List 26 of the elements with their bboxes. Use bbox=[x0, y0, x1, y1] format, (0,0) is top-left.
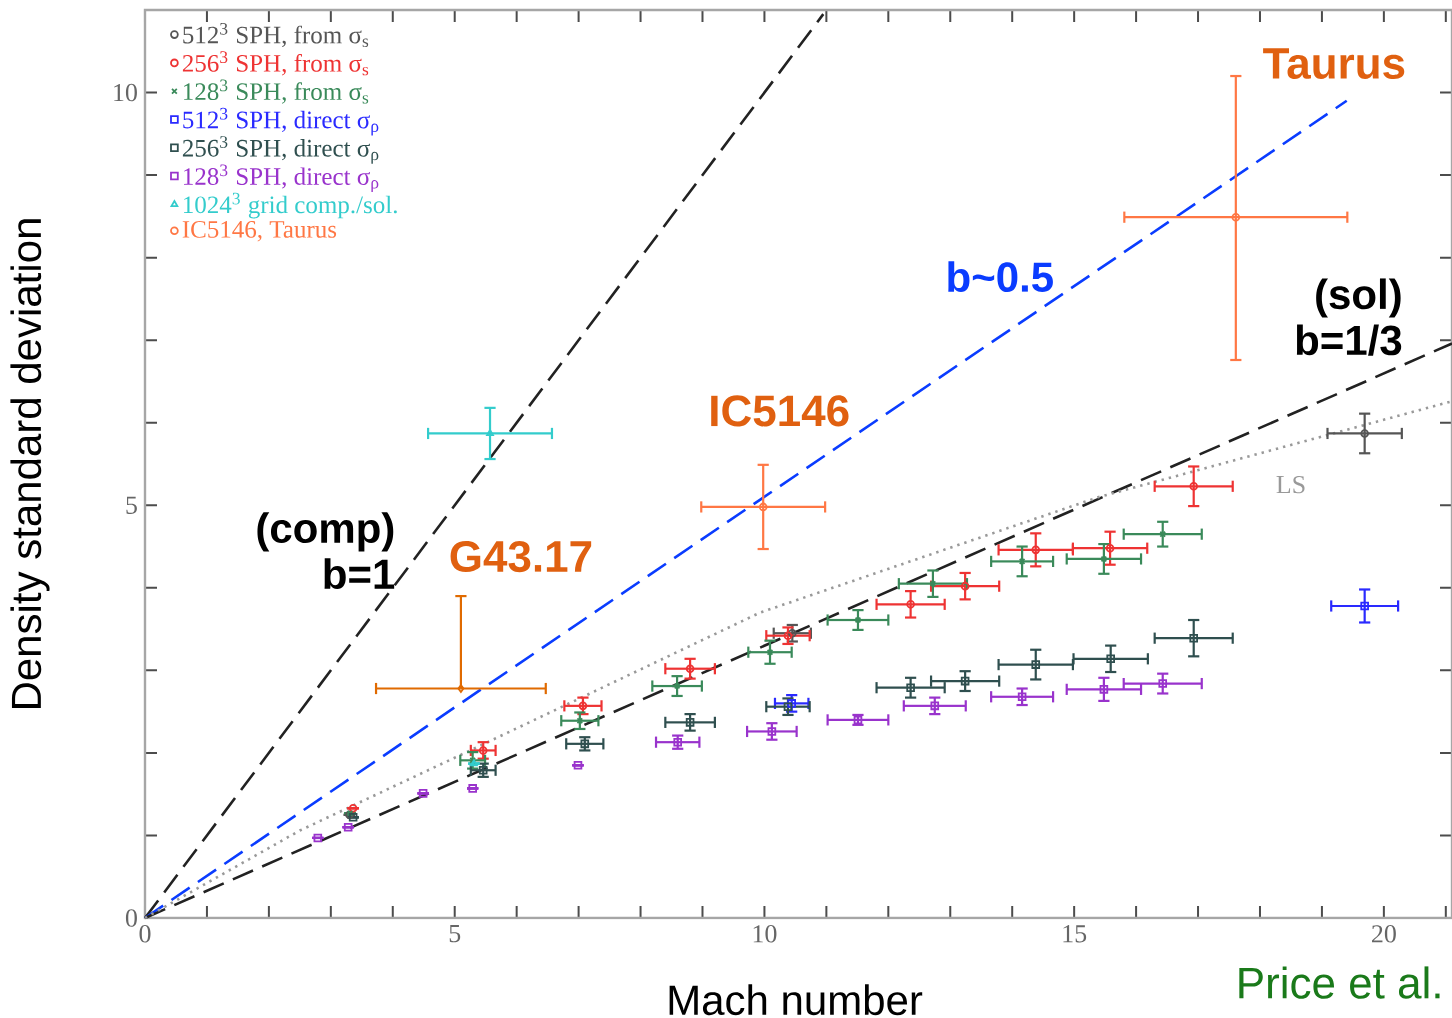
x-tick-label: 20 bbox=[1372, 925, 1396, 943]
annotation: IC5146 bbox=[711, 395, 849, 427]
series-label: LS bbox=[1276, 475, 1305, 494]
y-tick-label: 0 bbox=[125, 909, 137, 927]
annotation: Taurus bbox=[1263, 48, 1405, 80]
x-tick-label: 10 bbox=[753, 925, 777, 943]
annotation: G43.17 bbox=[450, 540, 592, 573]
y-tick-label: 5 bbox=[126, 496, 137, 514]
series-label: b~0.5 bbox=[948, 261, 1053, 293]
text: Price et al. bbox=[1239, 966, 1440, 999]
y-tick-label: 10 bbox=[114, 83, 137, 102]
legend-label: 256$^{3}$ SPH, direct σ$_{ρ}$ bbox=[182, 136, 379, 164]
legend-label: 256$^{3}$ SPH, from σ$_{s}$ bbox=[182, 51, 369, 76]
legend-label: 128$^{3}$ SPH, from σ$_{s}$ bbox=[184, 79, 369, 104]
x-tick-label: 5 bbox=[449, 925, 461, 943]
series-label: (sol) b=1/3 bbox=[1296, 278, 1402, 356]
legend-label: IC5146, Taurus bbox=[182, 221, 337, 242]
legend-label: 512$^{3}$ SPH, direct σ$_{ρ}$ bbox=[183, 107, 379, 136]
x-axis-title: Mach number bbox=[669, 984, 923, 1016]
series-label: (comp) b=1 bbox=[257, 512, 395, 590]
x-tick-label: 15 bbox=[1063, 925, 1087, 943]
legend-label: 1024$^{3}$ grid comp./sol. bbox=[184, 192, 397, 219]
y-axis-title: Density standard deviation bbox=[10, 219, 50, 709]
legend-label: 512$^{3}$ SPH, from σ$_{s}$ bbox=[183, 22, 369, 48]
legend-label: 128$^{3}$ SPH, direct σ$_{ρ}$ bbox=[184, 164, 379, 193]
x-tick-label: 0 bbox=[139, 925, 151, 943]
